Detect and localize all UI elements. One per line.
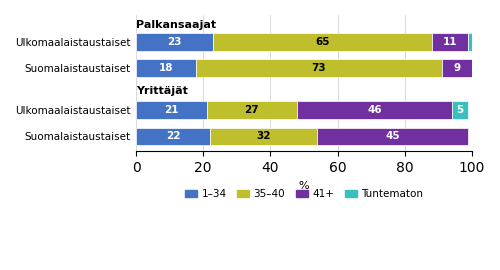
Bar xyxy=(432,33,469,50)
Text: 9: 9 xyxy=(453,63,460,73)
Text: 11: 11 xyxy=(442,37,457,47)
Bar xyxy=(468,33,475,50)
Text: 5: 5 xyxy=(456,105,464,115)
Bar xyxy=(136,101,206,119)
Bar xyxy=(196,59,442,77)
Text: 46: 46 xyxy=(367,105,382,115)
Text: 45: 45 xyxy=(386,131,400,141)
Legend: 1–34, 35–40, 41+, Tuntematon: 1–34, 35–40, 41+, Tuntematon xyxy=(180,185,428,203)
Text: 23: 23 xyxy=(168,37,182,47)
Bar xyxy=(136,128,210,145)
Bar xyxy=(136,33,214,50)
Text: 27: 27 xyxy=(244,105,259,115)
Text: 32: 32 xyxy=(256,131,271,141)
X-axis label: %: % xyxy=(298,181,309,191)
Text: 73: 73 xyxy=(312,63,326,73)
Bar xyxy=(318,128,468,145)
Bar xyxy=(452,101,468,119)
Bar xyxy=(136,59,196,77)
Text: Palkansaajat: Palkansaajat xyxy=(136,20,216,30)
Bar xyxy=(206,101,297,119)
Text: 18: 18 xyxy=(159,63,174,73)
Text: Yrittäjät: Yrittäjät xyxy=(136,86,188,96)
Text: 21: 21 xyxy=(164,105,178,115)
Bar xyxy=(210,128,318,145)
Bar xyxy=(297,101,452,119)
Text: 22: 22 xyxy=(166,131,180,141)
Bar xyxy=(214,33,432,50)
Bar xyxy=(442,59,472,77)
Text: 65: 65 xyxy=(315,37,330,47)
